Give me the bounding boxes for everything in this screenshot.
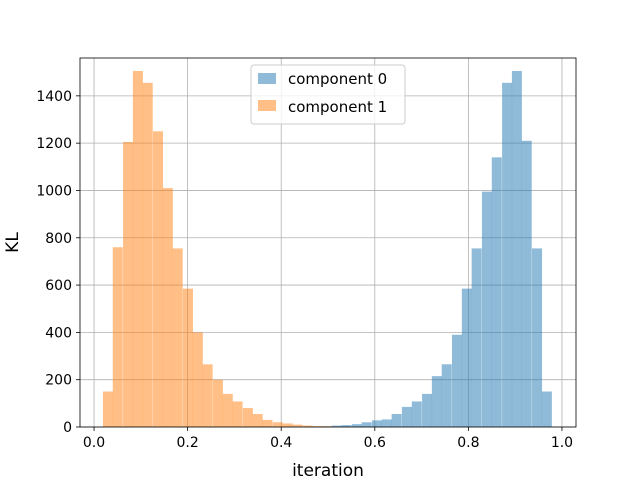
bar-component-1 (142, 82, 153, 427)
y-tick-label: 1400 (36, 89, 72, 105)
y-ticks: 0 200 400 600 800 1000 1200 1400 (36, 89, 80, 436)
y-axis-label: KL (3, 232, 23, 253)
bar-component-1 (112, 247, 123, 427)
bar-component-1 (292, 424, 303, 427)
x-tick-label: 1.0 (551, 435, 573, 451)
bar-component-0 (411, 401, 422, 427)
bar-component-1 (162, 188, 173, 427)
bar-component-0 (331, 425, 342, 427)
y-tick-label: 400 (45, 325, 72, 341)
bar-component-0 (441, 364, 452, 427)
bar-component-0 (511, 71, 522, 427)
bar-component-0 (371, 420, 382, 427)
bar-component-0 (361, 422, 372, 427)
x-tick-label: 0.2 (176, 435, 198, 451)
legend-swatch-component-0 (258, 73, 276, 84)
bar-component-1 (232, 401, 243, 427)
bar-component-0 (452, 334, 463, 427)
x-tick-label: 0.6 (364, 435, 386, 451)
bar-component-1 (123, 141, 134, 427)
bar-component-0 (502, 82, 513, 427)
bar-component-1 (212, 379, 223, 427)
bar-component-1 (252, 413, 263, 427)
legend-swatch-component-1 (258, 100, 276, 111)
bar-component-1 (242, 408, 253, 427)
y-tick-label: 200 (45, 373, 72, 389)
bar-component-0 (401, 406, 412, 427)
bar-component-0 (491, 157, 502, 427)
bar-component-0 (381, 419, 392, 427)
bar-component-0 (541, 391, 552, 427)
bar-component-0 (532, 248, 543, 427)
bar-component-1 (182, 288, 193, 427)
bar-component-1 (282, 423, 293, 427)
x-axis-label: iteration (292, 461, 364, 480)
bars-layer (102, 71, 552, 428)
y-tick-label: 600 (45, 278, 72, 294)
bar-component-0 (481, 191, 492, 427)
bar-component-1 (312, 426, 323, 427)
y-tick-label: 1200 (36, 136, 72, 152)
bar-component-0 (471, 248, 482, 427)
bar-component-0 (341, 425, 352, 427)
bar-component-1 (302, 425, 313, 427)
x-tick-label: 0.4 (270, 435, 292, 451)
legend-label-component-1: component 1 (288, 98, 387, 116)
bar-component-1 (132, 71, 143, 427)
bar-component-1 (172, 248, 183, 427)
legend-label-component-0: component 0 (288, 70, 387, 88)
bar-component-0 (351, 424, 362, 427)
x-ticks: 0.0 0.2 0.4 0.6 0.8 1.0 (83, 427, 573, 451)
bar-component-0 (521, 140, 532, 428)
bar-component-0 (431, 376, 442, 427)
plot-frame (79, 57, 577, 428)
bar-component-0 (461, 288, 472, 427)
x-tick-label: 0.8 (457, 435, 479, 451)
bar-component-1 (192, 332, 203, 427)
bar-component-1 (152, 131, 164, 428)
y-tick-label: 1000 (36, 183, 72, 199)
bar-component-1 (202, 364, 213, 427)
bar-component-0 (422, 393, 433, 427)
bar-component-0 (391, 413, 402, 427)
y-tick-label: 0 (63, 420, 72, 436)
bar-component-1 (222, 393, 233, 427)
y-tick-label: 800 (45, 231, 72, 247)
x-tick-label: 0.0 (83, 435, 105, 451)
legend-box (250, 64, 406, 125)
bar-component-1 (272, 422, 283, 427)
bar-component-1 (102, 391, 113, 427)
bar-component-1 (262, 419, 273, 427)
legend: component 0 component 1 (250, 64, 406, 125)
